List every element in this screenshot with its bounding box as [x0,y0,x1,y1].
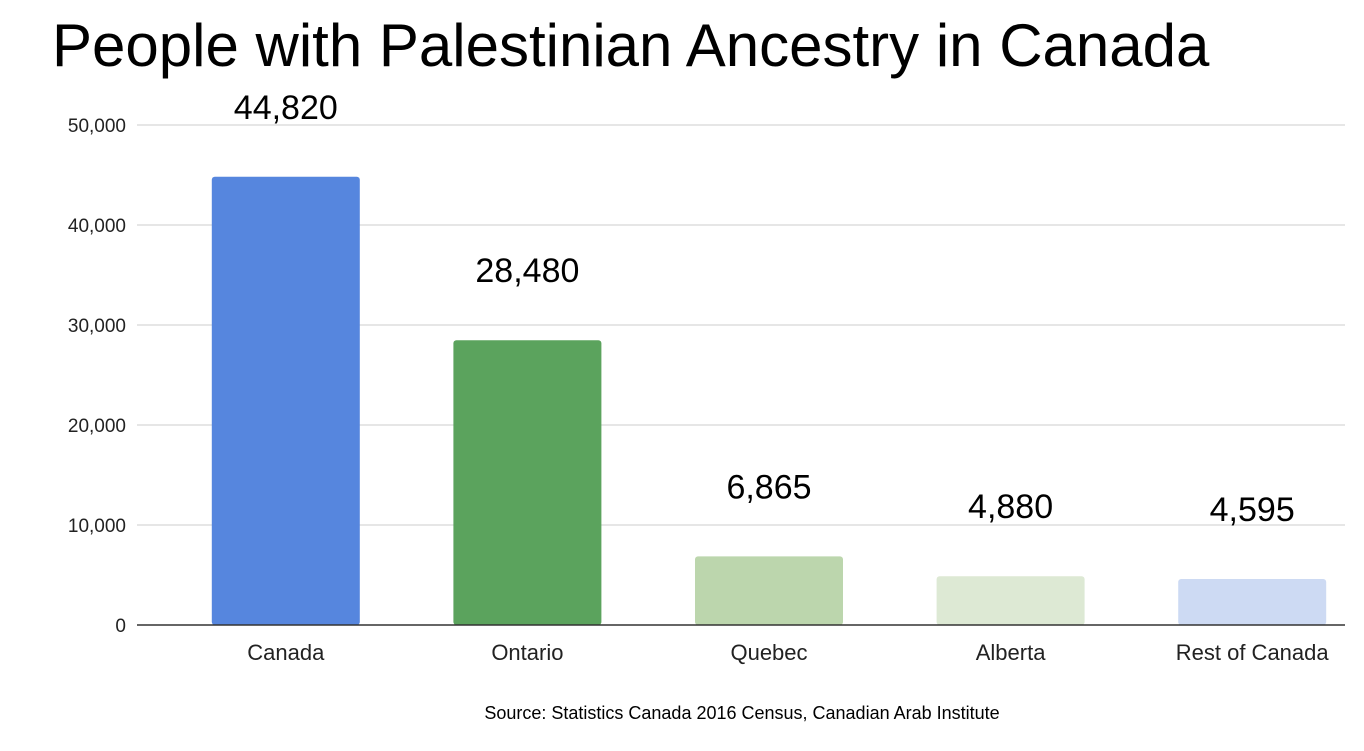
y-tick-label: 50,000 [68,116,126,137]
bar-ontario [453,340,602,625]
y-axis-ticks: 0 10,000 20,000 30,000 40,000 50,000 [68,116,126,637]
y-tick-label: 10,000 [68,516,126,537]
bars [211,176,1327,626]
chart-title: People with Palestinian Ancestry in Cana… [52,12,1210,79]
data-label: 6,865 [726,468,811,506]
x-tick-label: Rest of Canada [1176,640,1330,665]
data-label: 4,595 [1210,491,1295,529]
y-tick-label: 0 [115,616,126,637]
x-tick-label: Quebec [730,640,807,665]
x-axis-ticks: Canada Ontario Quebec Alberta Rest of Canada [247,640,1329,665]
x-tick-label: Ontario [491,640,563,665]
bar-rest-of-canada [1178,579,1327,625]
x-tick-label: Alberta [976,640,1046,665]
y-tick-label: 30,000 [68,316,126,337]
data-label: 4,880 [968,488,1053,526]
x-tick-label: Canada [247,640,325,665]
data-labels: 44,820 28,480 6,865 4,880 4,595 [234,89,1295,529]
bar-alberta [936,576,1085,625]
bar-canada [211,176,360,626]
data-label: 28,480 [475,252,579,290]
y-tick-label: 40,000 [68,216,126,237]
y-tick-label: 20,000 [68,416,126,437]
data-label: 44,820 [234,89,338,127]
bar-quebec [695,556,843,625]
source-note: Source: Statistics Canada 2016 Census, C… [484,703,1000,723]
